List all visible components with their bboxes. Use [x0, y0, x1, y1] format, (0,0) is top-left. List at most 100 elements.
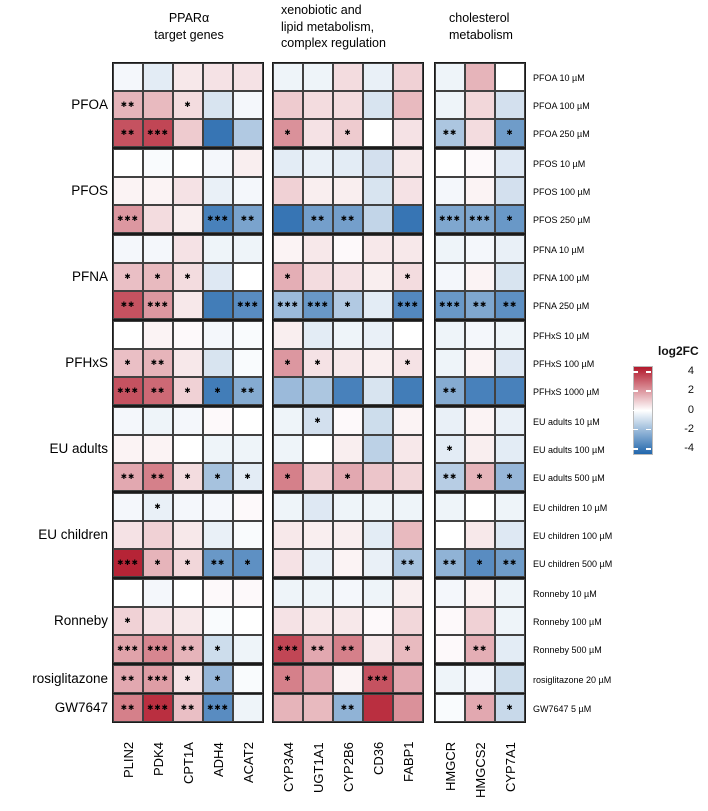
heatmap-cell — [203, 63, 233, 91]
heatmap-cell: ✱✱ — [143, 377, 173, 405]
heatmap-cell: ✱ — [393, 635, 423, 663]
heatmap-cell — [363, 694, 393, 722]
heatmap-cell — [393, 493, 423, 521]
heatmap-cell — [363, 149, 393, 177]
significance-stars: ✱✱ — [400, 558, 416, 568]
significance-stars: ✱ — [476, 558, 484, 568]
significance-stars: ✱ — [214, 386, 222, 396]
heatmap-cell — [333, 235, 363, 263]
legend-tick-label: 0 — [687, 403, 694, 416]
heatmap-cell: ✱✱ — [173, 694, 203, 722]
heatmap-cell — [143, 177, 173, 205]
row-group-label: PFOA — [71, 97, 108, 112]
heatmap-cell: ✱✱ — [435, 549, 465, 577]
gene-axis-label: CD36 — [371, 742, 386, 776]
significance-stars: ✱✱ — [442, 386, 458, 396]
heatmap-cell: ✱✱✱ — [393, 291, 423, 319]
significance-stars: ✱✱ — [472, 300, 488, 310]
significance-stars: ✱✱ — [502, 558, 518, 568]
heatmap-cell — [173, 407, 203, 435]
heatmap-cell — [435, 407, 465, 435]
gene-axis-label: CYP3A4 — [281, 742, 296, 792]
legend-tick-mark — [646, 371, 651, 373]
heatmap-cell — [203, 579, 233, 607]
row-group-label: PFHxS — [65, 355, 108, 370]
heatmap-cell — [113, 63, 143, 91]
heatmap-block: ✱✱✱ — [434, 62, 526, 148]
heatmap-cell: ✱✱ — [435, 377, 465, 405]
heatmap-block: ✱✱ — [272, 62, 424, 148]
heatmap-cell — [233, 694, 263, 722]
heatmap-cell — [435, 694, 465, 722]
gene-axis-label: FABP1 — [401, 742, 416, 783]
heatmap-cell — [233, 579, 263, 607]
significance-stars: ✱✱✱ — [147, 644, 169, 654]
heatmap-cell — [465, 407, 495, 435]
heatmap-cell — [203, 263, 233, 291]
heatmap-cell — [143, 407, 173, 435]
heatmap-cell — [495, 607, 525, 635]
heatmap-cell — [393, 321, 423, 349]
heatmap-cell: ✱ — [495, 463, 525, 491]
heatmap-cell — [203, 493, 233, 521]
heatmap-cell: ✱✱ — [113, 694, 143, 722]
heatmap-cell — [173, 119, 203, 147]
row-condition-label: PFOA 10 µM — [533, 73, 585, 83]
row-condition-label: PFOS 10 µM — [533, 159, 586, 169]
heatmap-block: ✱✱✱✱✱ — [434, 492, 526, 578]
heatmap-cell — [303, 493, 333, 521]
heatmap-cell: ✱ — [203, 377, 233, 405]
heatmap-cell — [303, 607, 333, 635]
heatmap-cell: ✱ — [495, 119, 525, 147]
heatmap-cell — [303, 177, 333, 205]
heatmap-block: ✱✱✱✱ — [272, 664, 424, 694]
significance-stars: ✱✱ — [340, 214, 356, 224]
heatmap-cell: ✱✱ — [173, 635, 203, 663]
legend-tick-mark — [633, 409, 638, 412]
heatmap-cell — [173, 521, 203, 549]
row-condition-label: EU adults 10 µM — [533, 417, 600, 427]
heatmap-cell — [333, 177, 363, 205]
legend-tick-label: 2 — [687, 384, 694, 397]
row-group-label: GW7647 — [54, 700, 108, 715]
heatmap-cell — [143, 91, 173, 119]
heatmap-block: ✱✱✱✱✱✱✱ — [112, 406, 264, 492]
heatmap-cell — [233, 493, 263, 521]
heatmap-cell — [393, 119, 423, 147]
heatmap-cell: ✱✱ — [203, 549, 233, 577]
heatmap-block: ✱✱ — [272, 492, 424, 578]
heatmap-cell — [393, 63, 423, 91]
heatmap-cell — [363, 377, 393, 405]
heatmap-cell: ✱✱✱ — [273, 635, 303, 663]
significance-stars: ✱ — [284, 272, 292, 282]
heatmap-cell — [435, 235, 465, 263]
significance-stars: ✱✱ — [442, 472, 458, 482]
column-group-header-ppar: PPARα target genes — [154, 11, 224, 42]
heatmap-cell — [233, 521, 263, 549]
row-condition-label: PFHxS 10 µM — [533, 331, 590, 341]
significance-stars: ✱ — [184, 272, 192, 282]
heatmap-cell — [273, 63, 303, 91]
heatmap-cell — [465, 263, 495, 291]
heatmap-cell: ✱✱✱ — [465, 205, 495, 233]
heatmap-cell — [143, 205, 173, 233]
heatmap-cell — [113, 407, 143, 435]
heatmap-cell — [233, 149, 263, 177]
gene-axis-label: PLIN2 — [121, 742, 136, 779]
heatmap-cell — [465, 377, 495, 405]
heatmap-cell — [393, 521, 423, 549]
heatmap-cell — [303, 263, 333, 291]
legend-tick-mark — [646, 390, 651, 392]
heatmap-block: ✱✱✱✱✱ — [434, 406, 526, 492]
heatmap-cell — [465, 579, 495, 607]
significance-stars: ✱✱✱ — [147, 128, 169, 138]
significance-stars: ✱ — [314, 416, 322, 426]
heatmap-cell: ✱✱ — [113, 291, 143, 319]
heatmap-cell — [203, 321, 233, 349]
heatmap-cell — [143, 435, 173, 463]
significance-stars: ✱ — [124, 616, 132, 626]
heatmap-cell: ✱✱ — [465, 635, 495, 663]
heatmap-cell: ✱ — [273, 119, 303, 147]
heatmap-cell — [393, 205, 423, 233]
heatmap-cell: ✱✱✱ — [143, 635, 173, 663]
